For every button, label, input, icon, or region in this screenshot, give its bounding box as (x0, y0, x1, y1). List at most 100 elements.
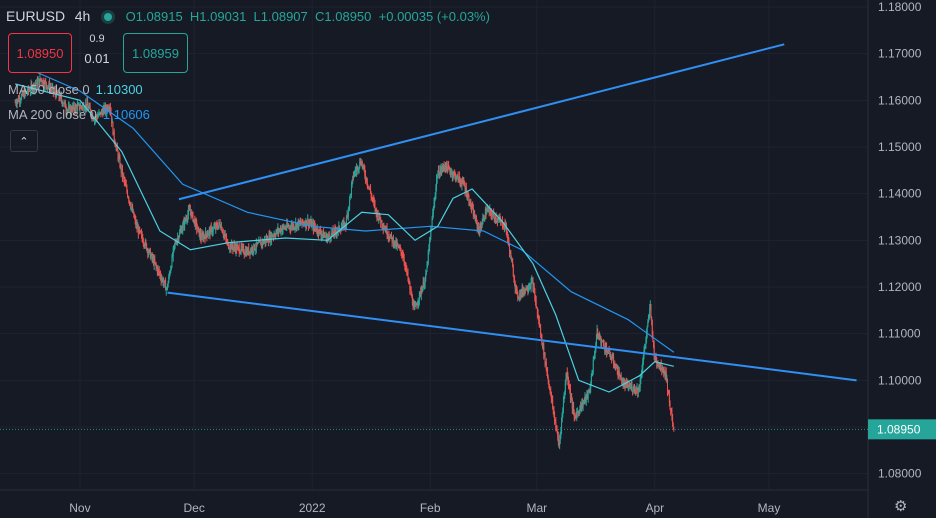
candle-body (262, 240, 264, 245)
candle-body (349, 197, 351, 207)
candle-body (104, 106, 106, 112)
candle-body (272, 235, 274, 237)
candle-body (285, 228, 287, 229)
candle-body (93, 119, 95, 121)
candle-body (635, 387, 637, 392)
candle-body (542, 345, 544, 348)
candle-body (115, 146, 117, 148)
y-tick-label: 1.13000 (878, 233, 922, 247)
candle-body (87, 101, 89, 106)
candle-body (301, 219, 303, 224)
candle-body (359, 161, 361, 168)
symbol-name[interactable]: EURUSD (6, 8, 66, 24)
gear-icon[interactable]: ⚙ (894, 498, 908, 515)
candle-body (540, 333, 542, 336)
candle-body (404, 266, 406, 268)
candle-body (535, 300, 537, 308)
candle-body (289, 226, 291, 228)
candle-body (85, 104, 87, 108)
candle-body (339, 230, 341, 232)
candle-body (95, 116, 97, 119)
candle-body (348, 206, 350, 209)
candle-body (559, 440, 561, 446)
candle-body (265, 238, 267, 243)
candle-body (394, 240, 396, 245)
ma50-legend[interactable]: MA 50 close 0 1.10300 (8, 82, 143, 97)
sell-button[interactable]: 1.08950 (8, 33, 72, 73)
buy-button[interactable]: 1.08959 (123, 33, 188, 73)
candle-body (73, 104, 75, 108)
candle-body (608, 349, 610, 351)
candle-body (168, 276, 170, 283)
candle-body (191, 212, 193, 214)
candle-body (288, 226, 290, 228)
candle-body (522, 291, 524, 294)
candle-body (212, 231, 214, 233)
candle-body (660, 362, 662, 370)
candle-body (460, 183, 462, 186)
candle-body (607, 351, 609, 354)
candle-body (190, 211, 192, 217)
candle-body (437, 169, 439, 175)
ma200-line (14, 62, 675, 353)
candle-body (474, 218, 476, 221)
candle-body (410, 289, 412, 291)
candle-body (274, 235, 276, 237)
candle-body (618, 371, 620, 375)
candle-body (448, 165, 450, 168)
candle-body (197, 227, 199, 230)
candle-body (232, 247, 234, 250)
candle-body (452, 175, 454, 177)
candle-body (29, 90, 31, 92)
candle-body (583, 401, 585, 403)
candle-body (638, 387, 640, 391)
candle-body (314, 227, 316, 229)
candle-body (416, 304, 418, 306)
candle-body (177, 237, 179, 240)
candle-body (52, 86, 54, 92)
candle-body (75, 105, 77, 107)
candle-body (617, 374, 619, 376)
candle-body (358, 167, 360, 170)
candle-body (193, 219, 195, 221)
chevron-up-icon[interactable]: ⌃ (10, 130, 38, 152)
candle-body (257, 243, 259, 245)
candle-body (557, 431, 559, 437)
candle-body (487, 209, 489, 211)
candle-body (613, 363, 615, 366)
candle-body (460, 180, 462, 184)
candle-body (363, 165, 365, 167)
candle-body (57, 92, 59, 96)
candle-body (143, 243, 145, 246)
candle-body (128, 200, 130, 202)
ma200-legend[interactable]: MA 200 close 0 1.10606 (8, 107, 150, 122)
interval-label[interactable]: 4h (74, 8, 91, 24)
candle-body (260, 242, 262, 246)
candle-body (277, 228, 279, 233)
candle-body (248, 251, 250, 254)
candle-body (286, 223, 288, 229)
candle-body (79, 107, 81, 109)
candle-body (170, 267, 172, 269)
candle-body (21, 92, 23, 96)
candle-body (500, 220, 502, 222)
candle-body (621, 378, 623, 385)
candle-body (425, 274, 427, 279)
candle-body (371, 196, 373, 198)
candle-body (587, 393, 589, 398)
candle-body (33, 84, 35, 90)
candle-body (71, 106, 73, 112)
candle-body (153, 258, 155, 265)
candle-body (260, 241, 262, 246)
candle-body (642, 356, 644, 362)
candle-body (323, 231, 325, 238)
candle-body (102, 112, 104, 116)
candle-body (642, 361, 644, 369)
x-tick-label: Feb (420, 501, 441, 515)
candle-body (533, 287, 535, 292)
candle-body (84, 108, 86, 110)
candle-body (361, 162, 363, 165)
candle-body (522, 288, 524, 294)
candle-body (333, 229, 335, 235)
